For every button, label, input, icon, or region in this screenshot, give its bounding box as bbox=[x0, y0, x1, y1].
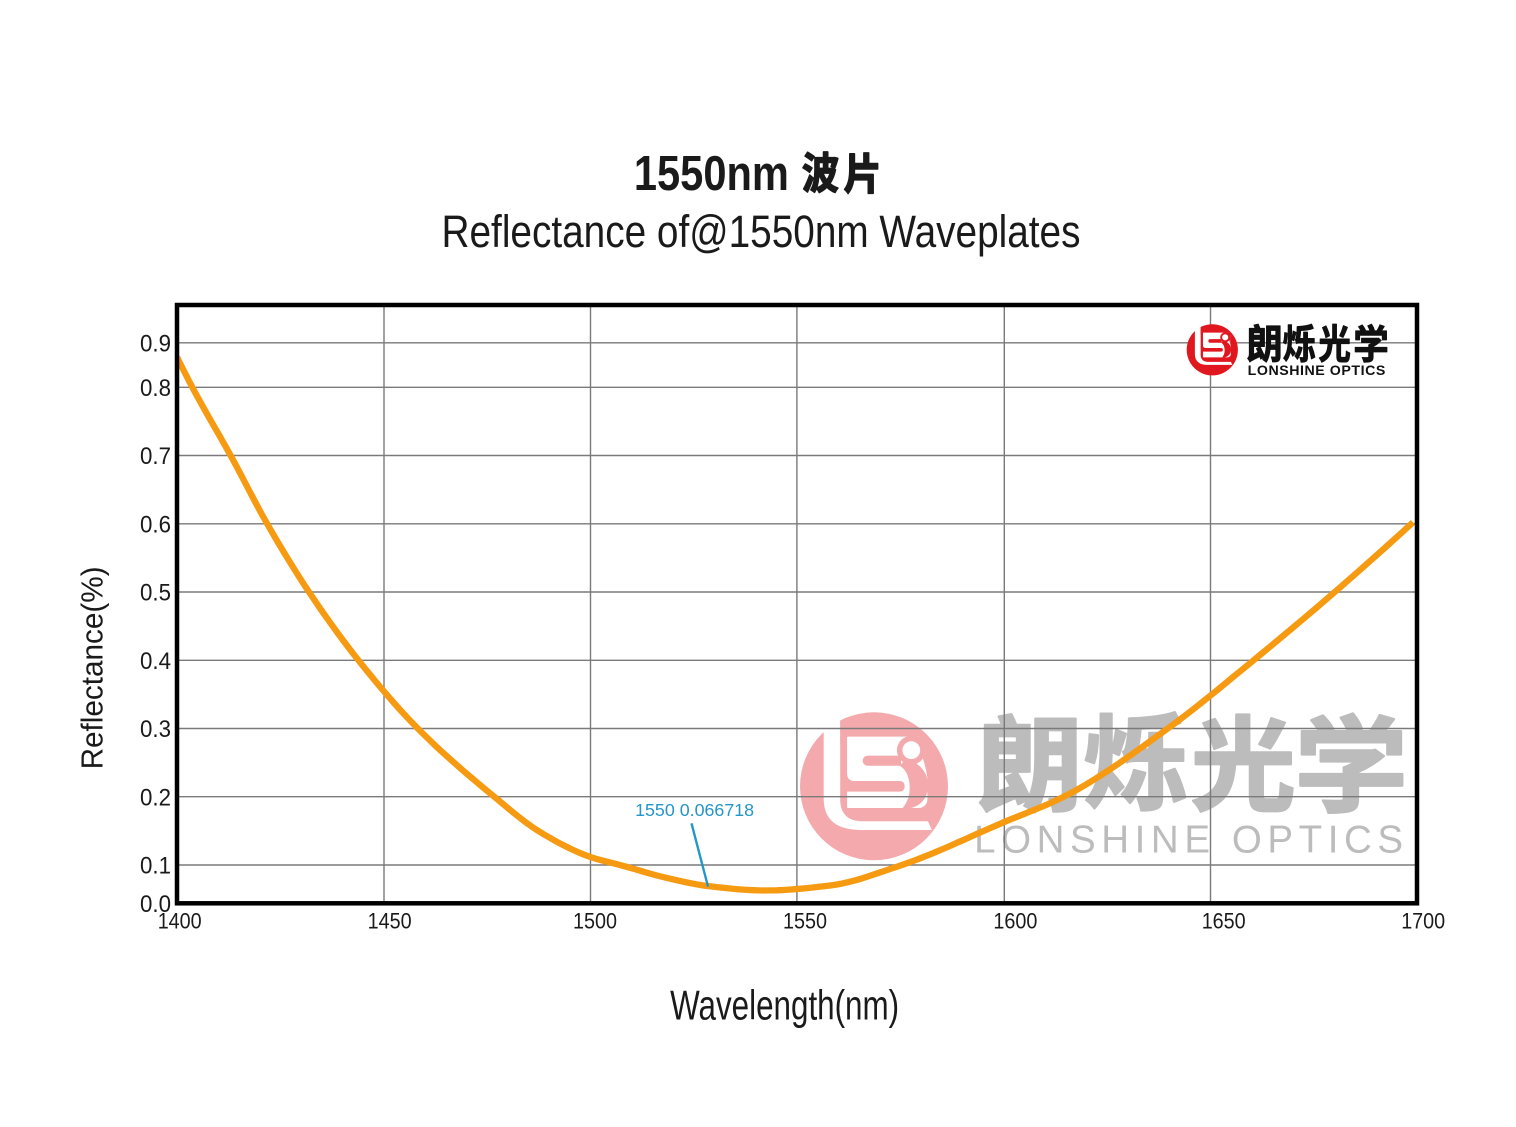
svg-text:1650: 1650 bbox=[1202, 909, 1246, 934]
svg-text:0.2: 0.2 bbox=[140, 784, 171, 811]
svg-text:0.9: 0.9 bbox=[140, 331, 171, 358]
svg-text:1550nm: 1550nm bbox=[634, 147, 789, 201]
svg-text:1550 0.066718: 1550 0.066718 bbox=[635, 800, 754, 820]
svg-text:0.3: 0.3 bbox=[140, 716, 171, 743]
svg-text:LONSHINE OPTICS: LONSHINE OPTICS bbox=[974, 818, 1403, 861]
svg-text:LONSHINE OPTICS: LONSHINE OPTICS bbox=[1248, 363, 1386, 379]
svg-text:Reflectance of@1550nm Waveplat: Reflectance of@1550nm Waveplates bbox=[442, 206, 1081, 257]
svg-text:0.8: 0.8 bbox=[140, 375, 171, 402]
svg-text:0.5: 0.5 bbox=[140, 580, 171, 607]
svg-text:0.4: 0.4 bbox=[140, 648, 171, 675]
svg-text:1550: 1550 bbox=[783, 909, 827, 934]
svg-text:0.1: 0.1 bbox=[140, 853, 171, 880]
svg-text:0.6: 0.6 bbox=[140, 512, 171, 539]
svg-text:1600: 1600 bbox=[993, 909, 1037, 934]
svg-text:0.7: 0.7 bbox=[140, 443, 171, 470]
svg-text:1700: 1700 bbox=[1401, 909, 1445, 934]
svg-text:1450: 1450 bbox=[368, 909, 412, 934]
svg-text:Reflectance(%): Reflectance(%) bbox=[75, 566, 110, 769]
svg-text:Wavelength(nm): Wavelength(nm) bbox=[670, 981, 899, 1028]
svg-text:1400: 1400 bbox=[158, 909, 202, 934]
svg-text:0.0: 0.0 bbox=[140, 891, 171, 918]
svg-text:1500: 1500 bbox=[573, 909, 617, 934]
